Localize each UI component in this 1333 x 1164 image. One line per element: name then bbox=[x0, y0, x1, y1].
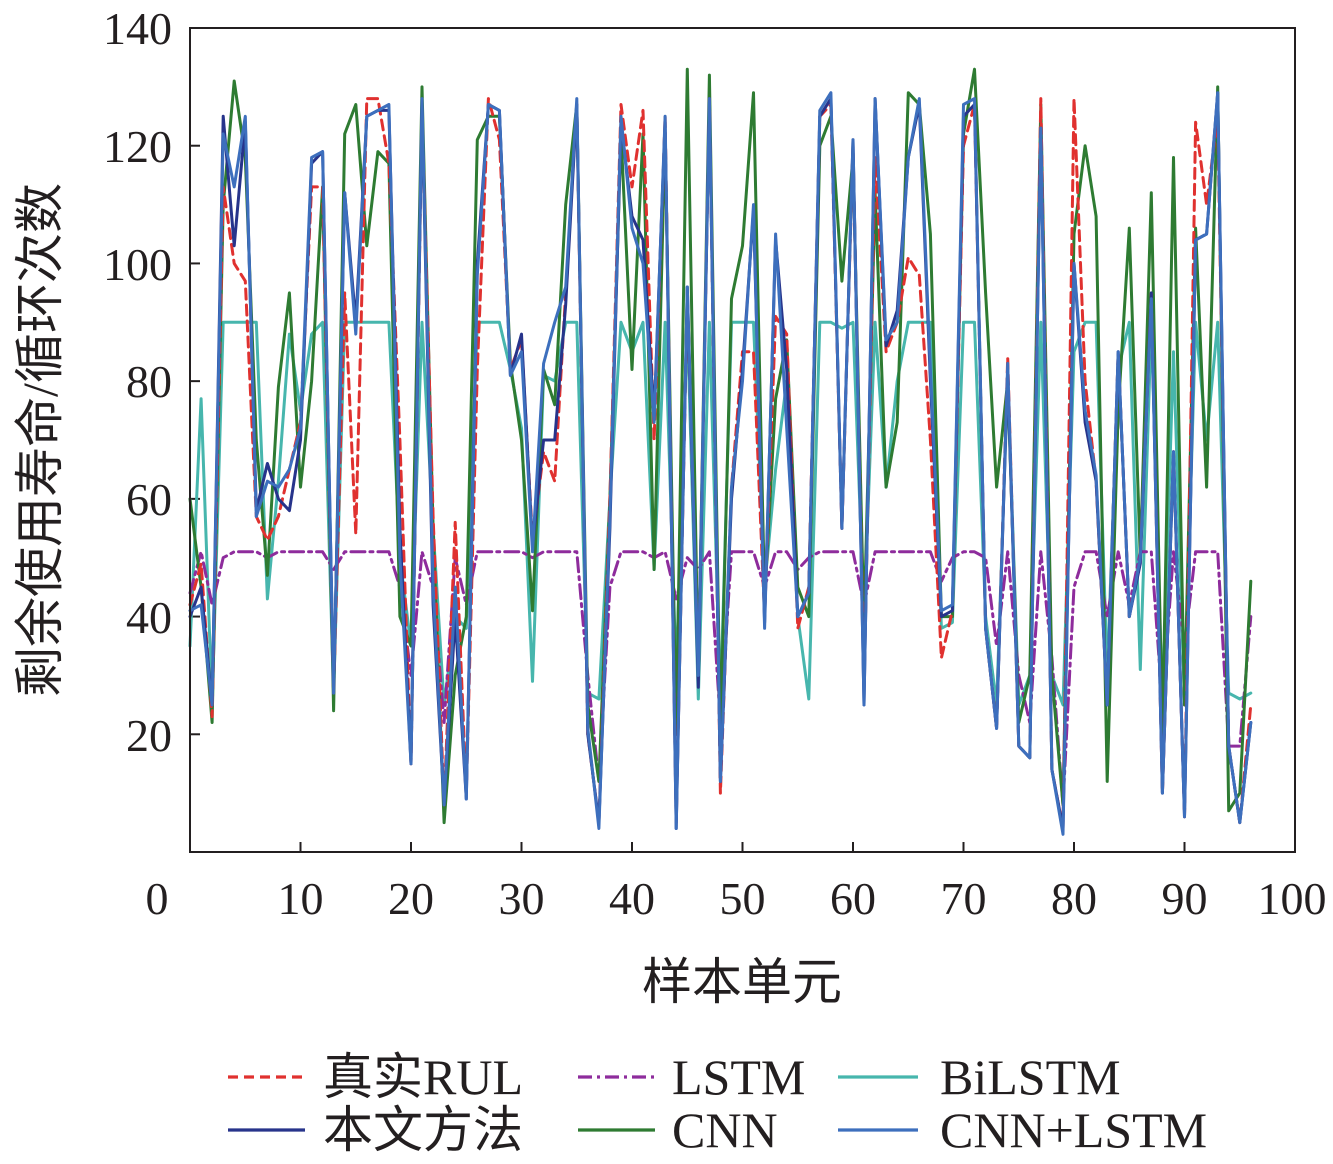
plot-area bbox=[188, 27, 1296, 853]
y-axis-label: 剩余使用寿命/循环次数 bbox=[12, 183, 68, 697]
x-tick-label: 50 bbox=[720, 873, 766, 924]
x-tick-label: 0 bbox=[146, 873, 169, 924]
series-line-true-rul bbox=[188, 97, 1253, 830]
legend-label: CNN+LSTM bbox=[940, 1102, 1207, 1158]
y-tick-labels: 20 40 60 80 100 120 140 bbox=[103, 3, 172, 761]
x-axis-label: 样本单元 bbox=[642, 954, 842, 1010]
legend-label: 本文方法 bbox=[323, 1102, 523, 1158]
legend-item-cnn: CNN bbox=[578, 1102, 778, 1158]
x-tick-label: 30 bbox=[499, 873, 545, 924]
legend-item-lstm: LSTM bbox=[578, 1049, 805, 1105]
legend-item-cnn-lstm: CNN+LSTM bbox=[838, 1102, 1207, 1158]
series-line-cnn-lstm bbox=[188, 91, 1253, 836]
x-tick-label: 10 bbox=[278, 873, 324, 924]
y-tick-label: 40 bbox=[126, 592, 172, 643]
x-tick-label: 60 bbox=[830, 873, 876, 924]
y-tick-label: 100 bbox=[103, 239, 172, 290]
x-tick-label: 100 bbox=[1258, 873, 1327, 924]
y-tick-label: 120 bbox=[103, 121, 172, 172]
y-tick-label: 140 bbox=[103, 3, 172, 54]
x-tick-label: 20 bbox=[388, 873, 434, 924]
legend: 真实RUL LSTM BiLSTM 本文方法 CNN CNN+LSTM bbox=[228, 1049, 1207, 1158]
x-tick-label: 90 bbox=[1162, 873, 1208, 924]
legend-label: CNN bbox=[672, 1102, 778, 1158]
y-tick-label: 80 bbox=[126, 356, 172, 407]
y-tick-label: 20 bbox=[126, 710, 172, 761]
x-tick-label: 40 bbox=[609, 873, 655, 924]
legend-label: BiLSTM bbox=[940, 1049, 1121, 1105]
legend-item-bilstm: BiLSTM bbox=[838, 1049, 1121, 1105]
legend-item-true-rul: 真实RUL bbox=[228, 1049, 523, 1105]
x-tick-label: 80 bbox=[1051, 873, 1097, 924]
y-tick-label: 60 bbox=[126, 474, 172, 525]
plot-frame bbox=[189, 27, 1296, 853]
legend-label: 真实RUL bbox=[323, 1049, 523, 1105]
legend-item-proposed-method: 本文方法 bbox=[228, 1102, 523, 1158]
legend-label: LSTM bbox=[672, 1049, 805, 1105]
x-tick-label: 70 bbox=[941, 873, 987, 924]
x-tick-labels: 0 10 20 30 40 50 60 70 80 90 100 bbox=[146, 873, 1327, 924]
